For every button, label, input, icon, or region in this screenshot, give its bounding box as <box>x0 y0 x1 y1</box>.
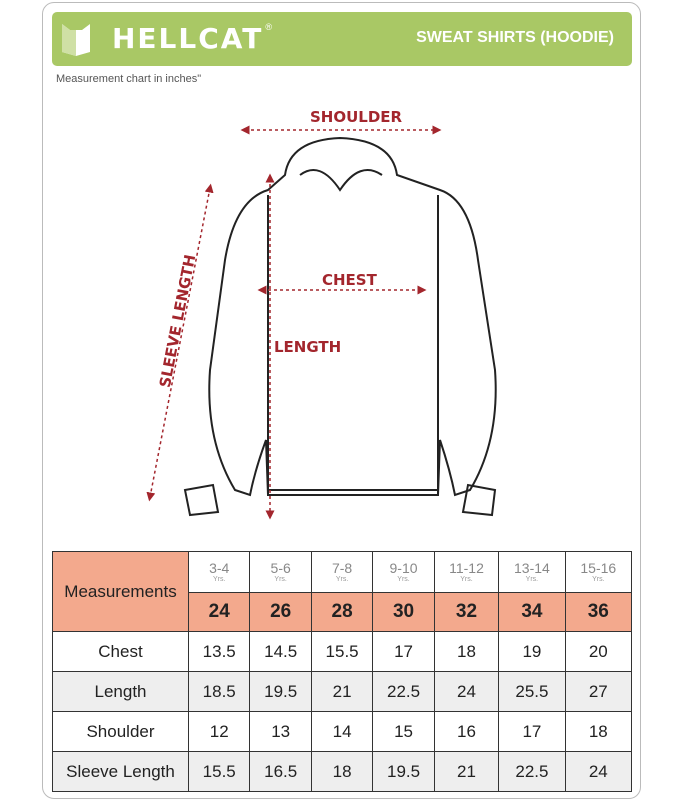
age-cell: 9-10 Yrs. <box>372 551 435 593</box>
size-cell: 30 <box>372 592 435 632</box>
table-row: Shoulder 12 13 14 15 16 17 18 <box>52 711 633 752</box>
value-cell: 15.5 <box>310 631 374 672</box>
hoodie-outline <box>183 136 497 517</box>
table-row: Sleeve Length 15.5 16.5 18 19.5 21 22.5 24 <box>52 751 633 792</box>
value-cell: 20 <box>564 631 633 672</box>
value-cell: 16 <box>433 711 500 752</box>
length-label: LENGTH <box>274 338 342 356</box>
value-cell: 21 <box>433 751 500 792</box>
table-row: Chest 13.5 14.5 15.5 17 18 19 20 <box>52 631 633 672</box>
value-cell: 13 <box>249 711 312 752</box>
row-label: Shoulder <box>52 711 189 752</box>
sleeve-arrow <box>146 183 214 502</box>
age-cell: 15-16 Yrs. <box>564 551 633 593</box>
value-cell: 27 <box>564 671 633 712</box>
row-label: Chest <box>52 631 189 672</box>
age-cell: 5-6 Yrs. <box>249 551 312 593</box>
cat-logo-icon <box>62 24 90 56</box>
value-cell: 13.5 <box>187 631 251 672</box>
value-cell: 24 <box>564 751 633 792</box>
value-cell: 18 <box>564 711 633 752</box>
value-cell: 19 <box>498 631 566 672</box>
value-cell: 12 <box>187 711 251 752</box>
shoulder-label: SHOULDER <box>310 108 403 126</box>
value-cell: 22.5 <box>372 671 435 712</box>
size-cell: 28 <box>310 592 374 632</box>
value-cell: 19.5 <box>372 751 435 792</box>
value-cell: 21 <box>310 671 374 712</box>
value-cell: 24 <box>433 671 500 712</box>
value-cell: 18 <box>310 751 374 792</box>
hoodie-diagram <box>146 125 497 520</box>
age-cell: 13-14 Yrs. <box>498 551 566 593</box>
value-cell: 19.5 <box>249 671 312 712</box>
subtitle: Measurement chart in inches" <box>56 73 202 85</box>
age-cell: 3-4 Yrs. <box>187 551 251 593</box>
value-cell: 17 <box>372 631 435 672</box>
size-cell: 24 <box>187 592 251 632</box>
measurement-table: Measurements 3-4 Yrs. 5-6 Yrs. 7-8 Yrs. 9-1… <box>52 551 633 792</box>
value-cell: 14 <box>310 711 374 752</box>
registered-mark: ® <box>265 22 273 32</box>
size-cell: 36 <box>564 592 633 632</box>
size-cell: 34 <box>498 592 566 632</box>
value-cell: 15.5 <box>187 751 251 792</box>
brand-name: HELLCAT <box>112 22 264 55</box>
chest-label: CHEST <box>322 271 377 289</box>
row-label: Sleeve Length <box>52 751 189 792</box>
age-cell: 7-8 Yrs. <box>310 551 374 593</box>
value-cell: 18 <box>433 631 500 672</box>
table-row: Length 18.5 19.5 21 22.5 24 25.5 27 <box>52 671 633 712</box>
value-cell: 25.5 <box>498 671 566 712</box>
size-chart-card <box>42 2 641 799</box>
header-banner: HELLCAT ® SWEAT SHIRTS (HOODIE) <box>52 12 632 66</box>
product-title: SWEAT SHIRTS (HOODIE) <box>416 29 614 46</box>
value-cell: 18.5 <box>187 671 251 712</box>
measurements-header: Measurements <box>52 551 189 632</box>
value-cell: 22.5 <box>498 751 566 792</box>
value-cell: 17 <box>498 711 566 752</box>
row-label: Length <box>52 671 189 712</box>
value-cell: 15 <box>372 711 435 752</box>
size-cell: 32 <box>433 592 500 632</box>
age-cell: 11-12 Yrs. <box>433 551 500 593</box>
value-cell: 16.5 <box>249 751 312 792</box>
value-cell: 14.5 <box>249 631 312 672</box>
size-cell: 26 <box>249 592 312 632</box>
brand-wordmark: HELLCAT ® <box>112 22 272 56</box>
